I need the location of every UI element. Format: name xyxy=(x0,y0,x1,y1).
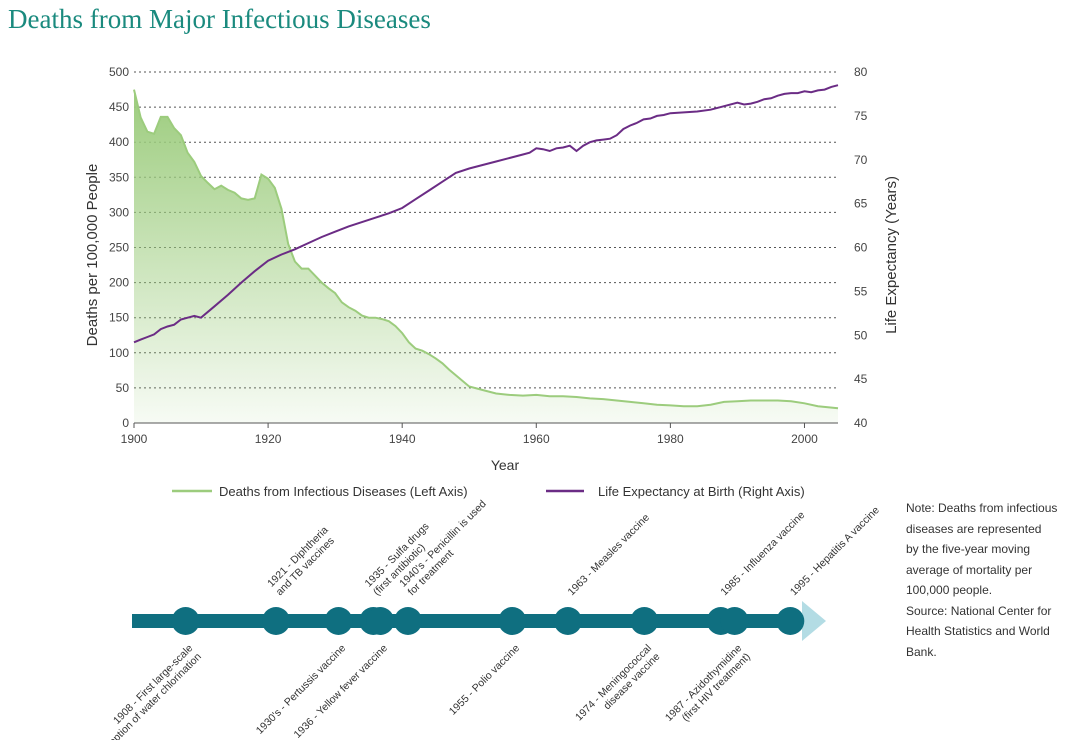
life-expectancy-line xyxy=(133,84,839,344)
timeline-dot xyxy=(366,607,395,635)
deaths-area xyxy=(134,89,838,423)
y2-tick-label: 60 xyxy=(854,241,868,255)
legend-label-deaths: Deaths from Infectious Diseases (Left Ax… xyxy=(219,484,468,499)
timeline-event-line: 1987 - Azidothymidine xyxy=(663,642,745,724)
note-line: 100,000 people. xyxy=(906,583,993,597)
y-tick-label: 450 xyxy=(109,100,129,114)
timeline-dot xyxy=(498,607,527,635)
timeline-dot xyxy=(171,607,200,635)
y-tick-label: 50 xyxy=(116,381,130,395)
timeline-dot xyxy=(630,607,659,635)
y2-tick-label: 75 xyxy=(854,109,868,123)
timeline-dot xyxy=(720,607,749,635)
timeline-dot xyxy=(776,607,805,635)
timeline-event-label: 1974 - Meningococcaldisease vaccine xyxy=(573,642,663,732)
timeline-dot xyxy=(324,607,353,635)
y2-axis-label: Life Expectancy (Years) xyxy=(883,176,900,334)
y-tick-label: 100 xyxy=(109,346,129,360)
axes: 0 50 100 150 200 250 300 350 400 450 500 40 45 50 55 60… xyxy=(84,65,900,473)
deaths-line xyxy=(133,89,839,410)
x-tick-label: 1920 xyxy=(255,432,282,446)
y-axis-label: Deaths per 100,000 People xyxy=(84,164,101,347)
y-tick-label: 500 xyxy=(109,65,129,79)
timeline-event: 1974 - Meningococcaldisease vaccine xyxy=(573,642,663,732)
legend-label-life: Life Expectancy at Birth (Right Axis) xyxy=(598,484,805,499)
timeline-event-line: 1955 - Polio vaccine xyxy=(447,642,522,717)
note-line: average of mortality per xyxy=(906,562,1033,577)
x-axis-label: Year xyxy=(491,457,520,473)
x-tick-label: 1940 xyxy=(389,432,416,446)
line-layer xyxy=(133,84,839,344)
y-tick-label: 350 xyxy=(109,170,129,184)
y2-tick-label: 40 xyxy=(854,416,868,430)
y2-tick-label: 80 xyxy=(854,65,868,79)
note-line: Source: National Center for xyxy=(906,603,1052,618)
x-tick-label: 2000 xyxy=(791,432,818,446)
area-layer xyxy=(133,89,839,423)
y-tick-label: 0 xyxy=(122,416,129,430)
y2-tick-label: 65 xyxy=(854,197,868,211)
note-line: Bank. xyxy=(906,644,937,659)
page-title: Deaths from Major Infectious Diseases xyxy=(8,4,431,34)
timeline-event-label: 1963 - Measles vaccine xyxy=(566,512,653,599)
timeline-event: 1921 - Diphtheriaand TB vaccines xyxy=(265,524,339,598)
timeline-event-line: 1974 - Meningococcal xyxy=(573,642,654,723)
y-tick-label: 150 xyxy=(109,311,129,325)
timeline-dot xyxy=(262,607,290,635)
timeline-event: 1987 - Azidothymidine(first HIV treatmen… xyxy=(663,642,753,732)
legend: Deaths from Infectious Diseases (Left Ax… xyxy=(172,484,805,499)
timeline-dot xyxy=(394,607,422,635)
timeline-event: 1963 - Measles vaccine xyxy=(566,512,653,599)
timeline-event-label: 1987 - Azidothymidine(first HIV treatmen… xyxy=(663,642,753,732)
y-tick-label: 250 xyxy=(109,241,129,255)
note-line: diseases are represented xyxy=(906,521,1042,536)
timeline: 1908 - First large-scaleadoption of wate… xyxy=(90,498,882,740)
timeline-event: 1955 - Polio vaccine xyxy=(447,642,522,717)
note-line: Note: Deaths from infectious xyxy=(906,501,1058,515)
timeline-event-label: 1921 - Diphtheriaand TB vaccines xyxy=(265,524,339,598)
source-note: Note: Deaths from infectious diseases ar… xyxy=(906,498,1071,662)
y2-tick-label: 55 xyxy=(854,284,868,298)
timeline-arrow xyxy=(802,601,826,641)
timeline-dot xyxy=(553,607,582,635)
y2-tick-label: 70 xyxy=(854,153,868,167)
timeline-event: 1908 - First large-scaleadoption of wate… xyxy=(90,642,204,740)
note-line: by the five-year moving xyxy=(906,542,1031,556)
x-tick-label: 1960 xyxy=(523,432,550,446)
y-tick-label: 400 xyxy=(109,135,129,149)
timeline-bar xyxy=(132,614,802,628)
timeline-event-label: 1955 - Polio vaccine xyxy=(447,642,522,717)
x-tick-label: 1980 xyxy=(657,432,684,446)
timeline-event-line: 1963 - Measles vaccine xyxy=(566,512,653,599)
timeline-event-line: adoption of water chlorination xyxy=(98,651,204,740)
y-tick-label: 200 xyxy=(109,276,129,290)
y-tick-label: 300 xyxy=(109,205,129,219)
x-tick-label: 1900 xyxy=(121,432,148,446)
timeline-event-label: 1908 - First large-scaleadoption of wate… xyxy=(90,642,204,740)
timeline-event-line: 1908 - First large-scale xyxy=(111,642,196,727)
note-line: Health Statistics and World xyxy=(906,624,1050,638)
y2-tick-label: 50 xyxy=(854,328,868,342)
y2-tick-label: 45 xyxy=(854,372,868,386)
